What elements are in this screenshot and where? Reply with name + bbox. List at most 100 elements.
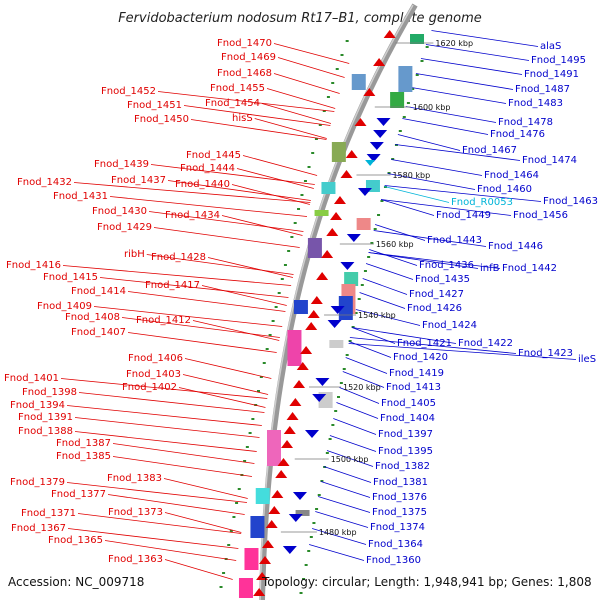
gene-label[interactable]: Fnod_1452: [101, 86, 156, 97]
gene-label[interactable]: Fnod_1415: [43, 272, 98, 283]
gene-label[interactable]: Fnod_1371: [21, 508, 76, 519]
gene-label[interactable]: Fnod_1487: [515, 84, 570, 95]
gene-label[interactable]: Fnod_1456: [513, 210, 568, 221]
gene-label[interactable]: Fnod_1460: [477, 184, 532, 195]
gene-label[interactable]: Fnod_1478: [498, 117, 553, 128]
gene-label[interactable]: Fnod_1360: [366, 555, 421, 566]
gene-label[interactable]: Fnod_1367: [11, 523, 66, 534]
gene-label[interactable]: Fnod_1404: [380, 413, 435, 424]
gene-label[interactable]: Fnod_1379: [10, 477, 65, 488]
gene-label[interactable]: Fnod_1424: [422, 320, 477, 331]
gene-label[interactable]: Fnod_1446: [488, 241, 543, 252]
gene-label[interactable]: Fnod_R0053: [451, 197, 513, 208]
gene-label[interactable]: Fnod_1491: [524, 69, 579, 80]
gene-label[interactable]: Fnod_1428: [151, 252, 206, 263]
gene-label[interactable]: Fnod_1436: [419, 260, 474, 271]
gene-label[interactable]: Fnod_1401: [4, 373, 59, 384]
gene-label[interactable]: Fnod_1427: [409, 289, 464, 300]
gene-label[interactable]: Fnod_1468: [217, 68, 272, 79]
gene-label[interactable]: Fnod_1397: [378, 429, 433, 440]
gene-label[interactable]: Fnod_1429: [97, 222, 152, 233]
tick-dot: [411, 88, 415, 90]
tick-dot: [331, 424, 335, 426]
gene-label[interactable]: hisS: [232, 113, 253, 124]
gene-label[interactable]: Fnod_1450: [134, 114, 189, 125]
gene-label[interactable]: Fnod_1476: [490, 129, 545, 140]
gene-label[interactable]: Fnod_1412: [136, 315, 191, 326]
gene-label[interactable]: Fnod_1431: [53, 191, 108, 202]
gene-label[interactable]: Fnod_1363: [108, 554, 163, 565]
gene-label[interactable]: Fnod_1388: [18, 426, 73, 437]
gene-label[interactable]: Fnod_1377: [51, 489, 106, 500]
gene-label[interactable]: Fnod_1406: [128, 353, 183, 364]
gene-label[interactable]: infB: [480, 263, 500, 274]
gene-label[interactable]: Fnod_1419: [389, 368, 444, 379]
gene-label[interactable]: Fnod_1442: [502, 263, 557, 274]
gene-label[interactable]: Fnod_1449: [436, 210, 491, 221]
gene-label[interactable]: Fnod_1398: [22, 387, 77, 398]
gene-label[interactable]: Fnod_1395: [378, 446, 433, 457]
gene-label[interactable]: Fnod_1413: [386, 382, 441, 393]
gene-label[interactable]: Fnod_1376: [372, 492, 427, 503]
gene-label[interactable]: alaS: [540, 41, 561, 52]
gene-label[interactable]: Fnod_1381: [373, 477, 428, 488]
gene-label[interactable]: Fnod_1434: [165, 210, 220, 221]
gene-label[interactable]: Fnod_1394: [10, 400, 65, 411]
gene-label[interactable]: Fnod_1432: [17, 177, 72, 188]
gene-label[interactable]: Fnod_1387: [56, 438, 111, 449]
gene-label[interactable]: Fnod_1463: [543, 196, 598, 207]
gene-label[interactable]: Fnod_1439: [94, 159, 149, 170]
gene-label[interactable]: Fnod_1365: [48, 535, 103, 546]
gene-label[interactable]: Fnod_1440: [175, 179, 230, 190]
gene-arrow-left: [275, 470, 288, 478]
gene-label[interactable]: Fnod_1374: [370, 522, 425, 533]
gene-label[interactable]: Fnod_1383: [107, 473, 162, 484]
gene-label[interactable]: Fnod_1391: [18, 412, 73, 423]
gene-label[interactable]: Fnod_1385: [56, 451, 111, 462]
tick-dot: [243, 460, 247, 462]
gene-label[interactable]: Fnod_1467: [462, 145, 517, 156]
gene-label[interactable]: Fnod_1403: [126, 369, 181, 380]
gene-label[interactable]: Fnod_1405: [381, 398, 436, 409]
gene-label[interactable]: Fnod_1455: [210, 83, 265, 94]
gene-label[interactable]: Fnod_1382: [375, 461, 430, 472]
gene-label[interactable]: Fnod_1445: [186, 150, 241, 161]
gene-label[interactable]: Fnod_1414: [71, 286, 126, 297]
gene-label[interactable]: Fnod_1454: [205, 98, 260, 109]
gene-label[interactable]: Fnod_1469: [221, 52, 276, 63]
gene-block: [321, 182, 336, 194]
gene-arrow-left: [259, 556, 272, 564]
gene-label[interactable]: Fnod_1437: [111, 175, 166, 186]
gene-label[interactable]: Fnod_1373: [108, 507, 163, 518]
gene-label[interactable]: Fnod_1407: [71, 327, 126, 338]
gene-label[interactable]: Fnod_1408: [65, 312, 120, 323]
gene-label[interactable]: Fnod_1451: [127, 100, 182, 111]
gene-label[interactable]: Fnod_1375: [372, 507, 427, 518]
gene-label[interactable]: Fnod_1409: [37, 301, 92, 312]
gene-label[interactable]: Fnod_1430: [92, 206, 147, 217]
gene-label[interactable]: Fnod_1470: [217, 38, 272, 49]
gene-label[interactable]: Fnod_1417: [145, 280, 200, 291]
connector-line: [146, 254, 294, 275]
gene-label[interactable]: ribH: [124, 249, 145, 260]
gene-arrow-left: [296, 362, 309, 370]
gene-label[interactable]: Fnod_1402: [122, 382, 177, 393]
gene-label[interactable]: Fnod_1364: [368, 539, 423, 550]
gene-label[interactable]: Fnod_1426: [407, 303, 462, 314]
tick-dot: [245, 446, 249, 448]
gene-label[interactable]: Fnod_1423: [518, 348, 573, 359]
gene-label[interactable]: Fnod_1474: [522, 155, 577, 166]
gene-label[interactable]: Fnod_1420: [393, 352, 448, 363]
gene-label[interactable]: Fnod_1421: [397, 338, 452, 349]
gene-label[interactable]: Fnod_1435: [415, 274, 470, 285]
gene-label[interactable]: Fnod_1464: [484, 170, 539, 181]
gene-label[interactable]: Fnod_1483: [508, 98, 563, 109]
gene-label[interactable]: Fnod_1416: [6, 260, 61, 271]
gene-label[interactable]: Fnod_1443: [427, 235, 482, 246]
gene-label[interactable]: Fnod_1444: [180, 163, 235, 174]
gene-label[interactable]: ileS: [578, 354, 596, 365]
gene-label[interactable]: Fnod_1495: [531, 55, 586, 66]
gene-label[interactable]: Fnod_1422: [458, 338, 513, 349]
connector-line: [60, 378, 268, 399]
